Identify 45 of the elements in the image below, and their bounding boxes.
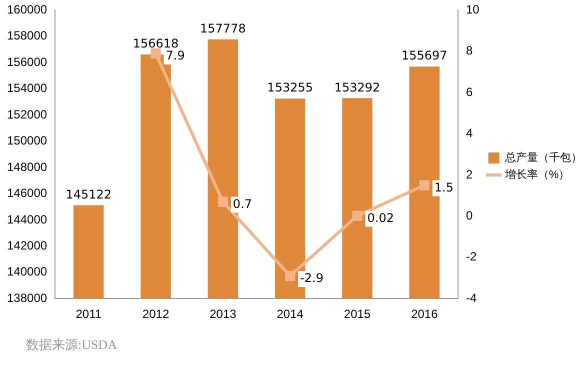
data-label: 0.7 [232, 196, 252, 211]
x-tick-label: 2013 [210, 307, 237, 322]
y-tick-label: 158000 [6, 28, 48, 43]
data-label: 157778 [200, 21, 246, 36]
y-tick-label: 156000 [6, 54, 48, 69]
y-tick-label: 140000 [6, 264, 48, 279]
x-tick-label: 2012 [142, 307, 170, 322]
y2-tick-label: 6 [466, 84, 473, 99]
x-tick-label: 2014 [276, 307, 304, 322]
y2-tick-label: 2 [466, 167, 473, 182]
y2-tick-label: 10 [466, 2, 480, 17]
point [352, 210, 362, 221]
data-label: 0.02 [367, 210, 394, 225]
point [419, 180, 430, 190]
point [285, 270, 296, 281]
y2-tick-label: 4 [466, 126, 473, 140]
x-tick-label: 2011 [76, 307, 102, 322]
point [218, 196, 228, 207]
data-label: -2.9 [300, 271, 324, 286]
y-tick-label: 160000 [6, 2, 48, 17]
data-label: 155697 [402, 48, 448, 63]
y-tick-label: 146000 [6, 186, 48, 200]
data-label: 153255 [267, 80, 313, 95]
x-tick-label: 2016 [411, 307, 438, 322]
y-tick-label: 142000 [6, 238, 48, 252]
source-note: 数据来源:USDA [26, 336, 118, 354]
data-label: 156618 [132, 36, 179, 51]
y2-tick-label: -2 [466, 250, 477, 264]
y2-tick-label: 8 [466, 44, 473, 58]
y-tick-label: 154000 [6, 81, 48, 96]
y-tick-label: 138000 [6, 290, 48, 305]
y-tick-label: 152000 [6, 107, 48, 122]
y-tick-label: 148000 [6, 160, 48, 174]
data-label: 145122 [66, 187, 112, 202]
y-tick-label: 144000 [6, 212, 48, 226]
y-tick-label: 150000 [6, 134, 48, 148]
legend-label: 增长率（%） [504, 168, 570, 182]
point [150, 48, 161, 58]
x-tick-label: 2015 [344, 307, 371, 322]
y2-tick-label: 0 [466, 208, 473, 223]
legend-label: 总产量（千包） [504, 151, 580, 164]
data-label: 7.9 [166, 48, 185, 63]
y2-tick-label: -4 [466, 290, 477, 305]
data-label: 153292 [334, 80, 380, 94]
data-label: 1.5 [434, 180, 454, 194]
